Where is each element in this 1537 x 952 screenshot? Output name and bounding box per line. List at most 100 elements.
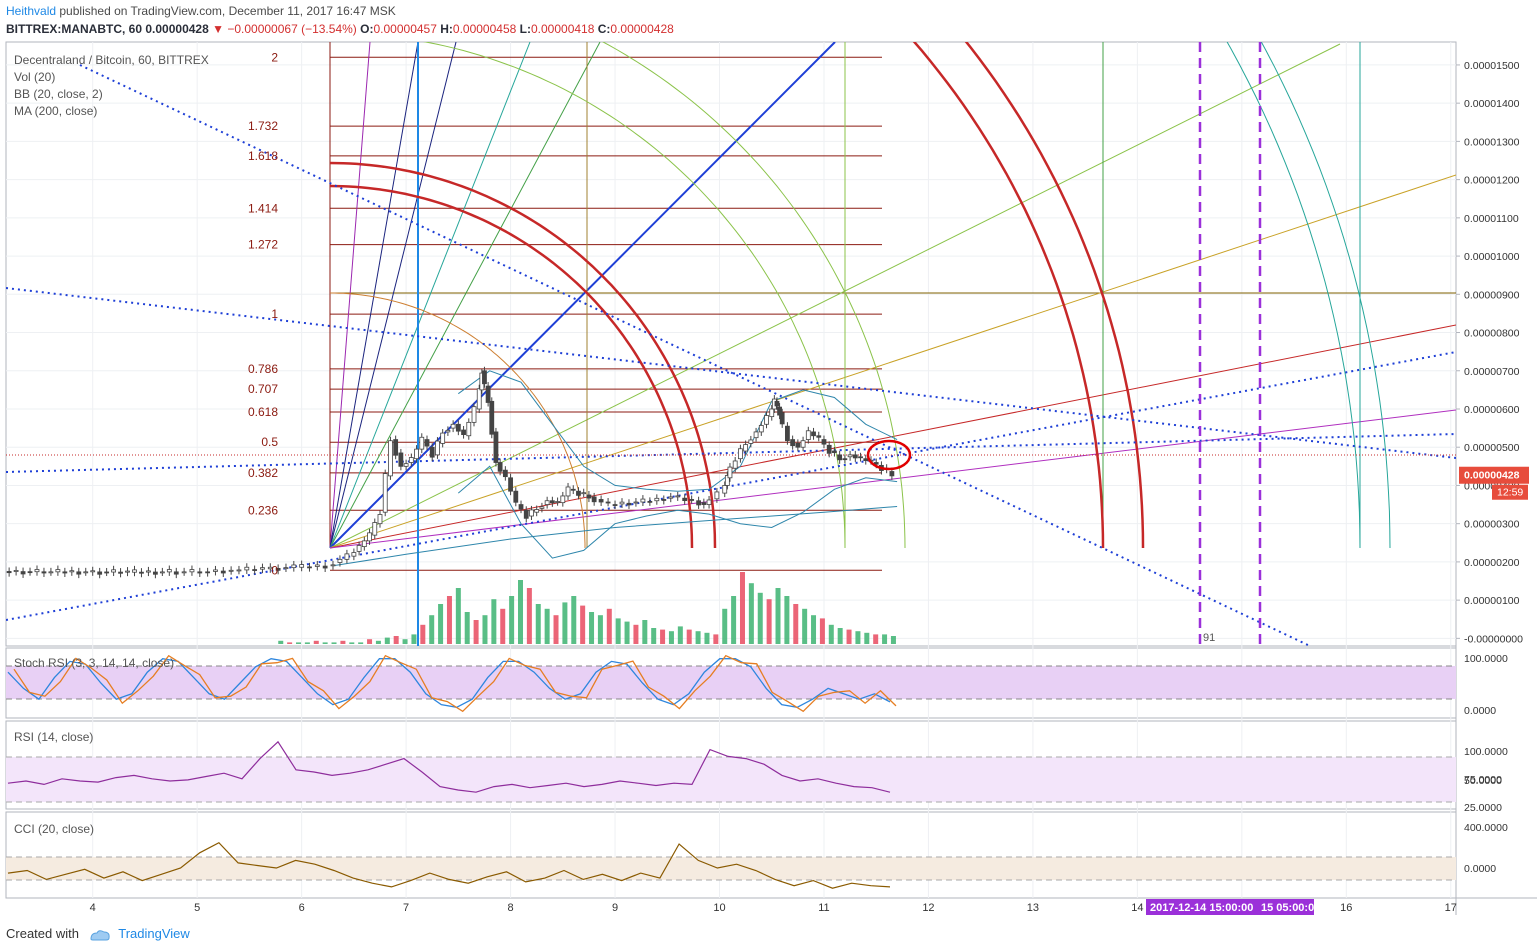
candle-body: [275, 567, 281, 571]
volume-bar: [739, 572, 745, 644]
y-tick-label: 0.00000600: [1464, 404, 1520, 416]
candle-body: [647, 500, 653, 503]
candle-body: [330, 564, 336, 567]
close-value: 0.00000428: [610, 22, 674, 36]
candle-body: [758, 425, 764, 433]
candle-body: [847, 454, 853, 458]
rsi-tick-label: 75.0000: [1464, 774, 1502, 786]
fib-level-label: 1.272: [248, 238, 278, 252]
volume-bar: [837, 628, 843, 644]
volume-bar: [580, 605, 586, 644]
volume-bar: [500, 608, 506, 644]
gann-fan-line: [329, 42, 531, 549]
candle-body: [790, 439, 796, 447]
candle-body: [314, 564, 320, 567]
indicator-pane-border-2: [5, 811, 1457, 899]
volume-bar: [278, 640, 284, 644]
main-plot: [6, 42, 1456, 646]
candle-body: [837, 454, 843, 461]
volume-bar: [784, 596, 790, 644]
candle-body: [377, 514, 383, 525]
created-with-label: Created with: [6, 926, 79, 941]
candle-body: [529, 509, 534, 517]
price-change: −0.00000067 (−13.54%): [227, 22, 357, 36]
gann-arc: [964, 42, 1145, 549]
volume-bar: [544, 608, 550, 644]
volume-bar: [455, 588, 461, 644]
candle-body: [27, 571, 33, 574]
candle-body: [816, 435, 822, 438]
low-value: 0.00000418: [530, 22, 595, 36]
candle-body: [842, 458, 848, 461]
candle-body: [727, 466, 733, 479]
candle-body: [291, 564, 297, 569]
candle-body: [675, 495, 681, 498]
legend-item: BB (20, close, 2): [14, 87, 103, 101]
fib-level-label: 0.618: [248, 405, 278, 419]
volume-bar: [393, 636, 399, 644]
candle-body: [523, 509, 529, 519]
candle-body: [654, 497, 660, 502]
volume-bar: [446, 596, 452, 644]
candle-body: [69, 570, 75, 573]
volume-bar: [509, 596, 515, 644]
down-arrow-icon: ▼: [212, 22, 224, 36]
volume-bar: [402, 639, 408, 644]
candle-body: [414, 448, 419, 460]
candle-body: [581, 492, 587, 495]
candle-body: [461, 429, 466, 436]
candle-body: [382, 473, 388, 513]
volume-bar: [438, 604, 444, 644]
volume-bar: [855, 631, 861, 644]
candle-body: [534, 509, 540, 513]
gann-fan-line: [329, 174, 1456, 549]
candle-body: [351, 552, 357, 557]
volume-bar: [375, 640, 381, 644]
volume-bar: [615, 618, 621, 644]
rsi-line: [7, 740, 891, 793]
candle-body: [55, 569, 61, 573]
candle-body: [873, 462, 879, 465]
candle-body: [565, 486, 571, 497]
volume-bar: [473, 620, 479, 644]
candle-body: [419, 436, 425, 450]
publish-info: published on TradingView.com, December 1…: [59, 4, 396, 18]
trend-line-dotted: [6, 351, 1456, 621]
volume-bar: [642, 620, 648, 644]
close-label: C:: [597, 22, 611, 36]
volume-bar: [571, 596, 577, 644]
candle-body: [863, 458, 869, 461]
countdown-label: 12:59: [1497, 487, 1523, 499]
cci-label: CCI (20, close): [14, 822, 94, 836]
x-tick-label: 16: [1340, 902, 1352, 914]
volume-bar: [589, 612, 595, 644]
y-tick-label: 0.00001400: [1464, 98, 1520, 110]
tradingview-brand-link[interactable]: TradingView: [118, 926, 190, 941]
volume-bar: [606, 608, 612, 644]
ohlc-line: BITTREX:MANABTC, 60 0.00000428 ▼ −0.0000…: [6, 22, 674, 36]
candle-body: [753, 431, 759, 439]
candle-body: [832, 450, 837, 453]
candle-body: [322, 565, 328, 569]
candle-body: [576, 490, 581, 496]
y-tick-label: 0.00001500: [1464, 60, 1520, 72]
volume-bar: [668, 631, 674, 644]
candle-body: [811, 431, 816, 437]
volume-bar: [517, 580, 523, 644]
candle-body: [118, 571, 123, 574]
candle-body: [213, 569, 218, 572]
open-label: O:: [360, 22, 374, 36]
volume-bar: [890, 636, 896, 644]
volume-bar: [420, 624, 426, 644]
candle-body: [497, 462, 503, 472]
gann-arc: [329, 161, 717, 549]
candle-body: [62, 571, 68, 574]
fib-level-label: 0.707: [248, 382, 278, 396]
candle-body: [696, 500, 702, 506]
y-tick-label: 0.00000700: [1464, 366, 1520, 378]
candle-body: [785, 425, 790, 442]
volume-bar: [873, 634, 879, 644]
author-link[interactable]: Heithvald: [6, 4, 57, 18]
candle-body: [189, 569, 195, 573]
